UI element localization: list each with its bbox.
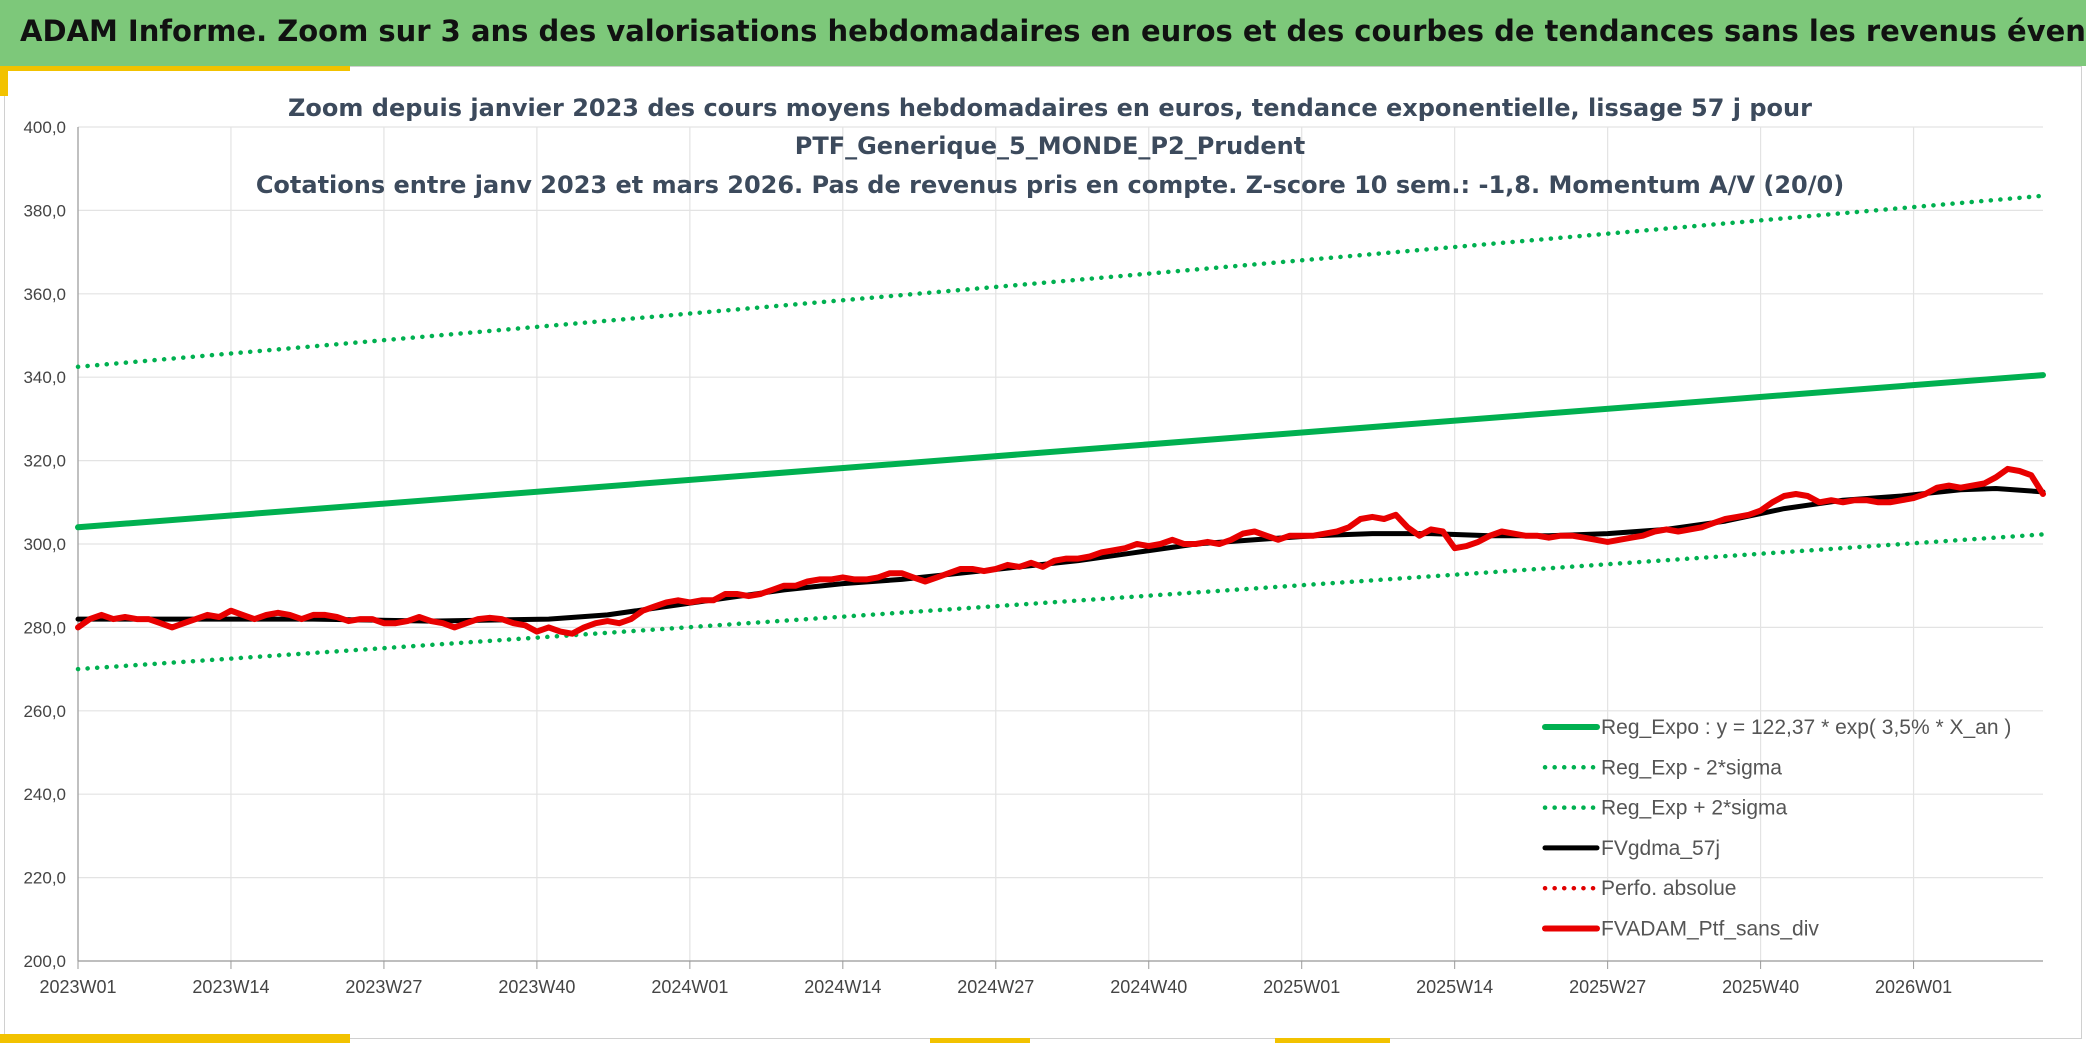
- grid-lines: [77, 126, 2043, 962]
- series-line-reg-exp-2-sigma: [75, 532, 2046, 672]
- x-tick-label: 2024W27: [957, 977, 1034, 997]
- y-tick-label: 200,0: [23, 952, 66, 971]
- axes: 400,0 380,0 360,0 340,0 320,0 300,0 280,0 260,0…: [23, 118, 2043, 997]
- chart-title-line-2: PTF_Generique_5_MONDE_P2_Prudent: [795, 132, 1306, 160]
- legend-label: Perfo. absolue: [1601, 877, 1736, 900]
- y-tick-label: 380,0: [23, 201, 66, 220]
- chart-frame: [4, 66, 2082, 1039]
- x-tick-label: 2023W40: [498, 977, 575, 997]
- series-line-fvadam-ptf-sans-div: [75, 465, 2046, 637]
- x-tick-label: 2025W40: [1722, 977, 1799, 997]
- title-banner: ADAM Informe. Zoom sur 3 ans des valoris…: [0, 0, 2086, 66]
- y-tick-label: 240,0: [23, 785, 66, 804]
- page-title: ADAM Informe. Zoom sur 3 ans des valoris…: [20, 14, 2086, 48]
- y-tick-label: 220,0: [23, 869, 66, 888]
- legend-label: Reg_Expo : y = 122,37 * exp( 3,5% * X_an…: [1601, 716, 2011, 739]
- legend-label: Reg_Exp - 2*sigma: [1601, 756, 1782, 779]
- x-tick-label: 2023W27: [345, 977, 422, 997]
- series-line-fvgdma-57j: [75, 486, 2046, 624]
- x-tick-label: 2026W01: [1875, 977, 1952, 997]
- x-tick-label: 2025W27: [1569, 977, 1646, 997]
- x-tick-label: 2025W14: [1416, 977, 1493, 997]
- chart-title-block: Zoom depuis janvier 2023 des cours moyen…: [256, 94, 1844, 199]
- accent-bar-top: [0, 66, 350, 71]
- x-tick-label: 2024W14: [804, 977, 881, 997]
- y-tick-label: 340,0: [23, 368, 66, 387]
- series-group: [75, 193, 2046, 672]
- legend-label: FVgdma_57j: [1601, 837, 1720, 860]
- x-tick-label: 2024W40: [1110, 977, 1187, 997]
- series-line-reg-expo-y-122-37-exp-3-5-x-an: [75, 372, 2046, 531]
- y-tick-label: 320,0: [23, 452, 66, 471]
- legend: Reg_Expo : y = 122,37 * exp( 3,5% * X_an…: [1542, 716, 2011, 941]
- y-tick-label: 280,0: [23, 618, 66, 637]
- legend-label: FVADAM_Ptf_sans_div: [1601, 918, 1819, 941]
- x-tick-label: 2024W01: [651, 977, 728, 997]
- chart-title-line-1: Zoom depuis janvier 2023 des cours moyen…: [288, 94, 1812, 122]
- accent-bar-bottom-3: [1275, 1038, 1390, 1043]
- x-tick-label: 2023W14: [192, 977, 269, 997]
- y-tick-label: 260,0: [23, 702, 66, 721]
- y-tick-label: 400,0: [23, 118, 66, 137]
- legend-label: Reg_Exp + 2*sigma: [1601, 797, 1788, 820]
- chart-title-line-3: Cotations entre janv 2023 et mars 2026. …: [256, 171, 1844, 199]
- accent-bar-left: [0, 66, 8, 96]
- x-tick-label: 2025W01: [1263, 977, 1340, 997]
- accent-bar-bottom: [0, 1034, 350, 1043]
- series-line-reg-exp-2-sigma: [75, 193, 2046, 370]
- x-tick-label: 2023W01: [39, 977, 116, 997]
- accent-bar-bottom-2: [930, 1038, 1030, 1043]
- y-tick-label: 300,0: [23, 535, 66, 554]
- y-tick-label: 360,0: [23, 285, 66, 304]
